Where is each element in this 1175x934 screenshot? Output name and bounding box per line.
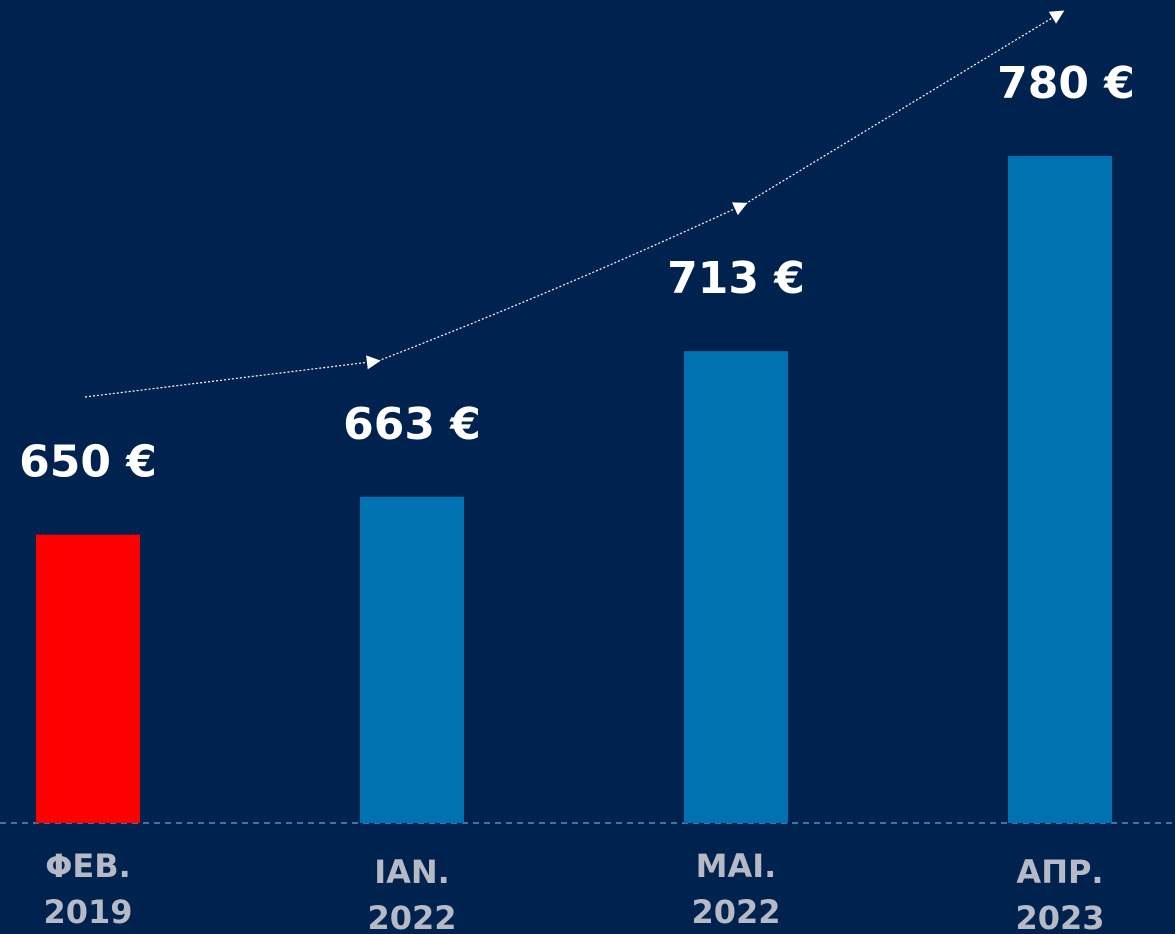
value-label: 713 €	[667, 253, 805, 304]
trend-arrow	[84, 10, 1065, 398]
bar	[36, 534, 140, 823]
bar	[1008, 156, 1112, 823]
bar	[360, 496, 464, 823]
value-label: 780 €	[997, 58, 1135, 109]
category-label: ΦΕΒ. 2019	[43, 847, 133, 931]
category-label: ΜΑΙ. 2022	[691, 847, 781, 931]
category-label: ΑΠΡ. 2023	[1015, 853, 1105, 934]
bar	[684, 351, 788, 823]
value-label: 663 €	[343, 399, 481, 450]
category-label: ΙΑΝ. 2022	[367, 853, 457, 934]
value-label: 650 €	[19, 437, 157, 488]
